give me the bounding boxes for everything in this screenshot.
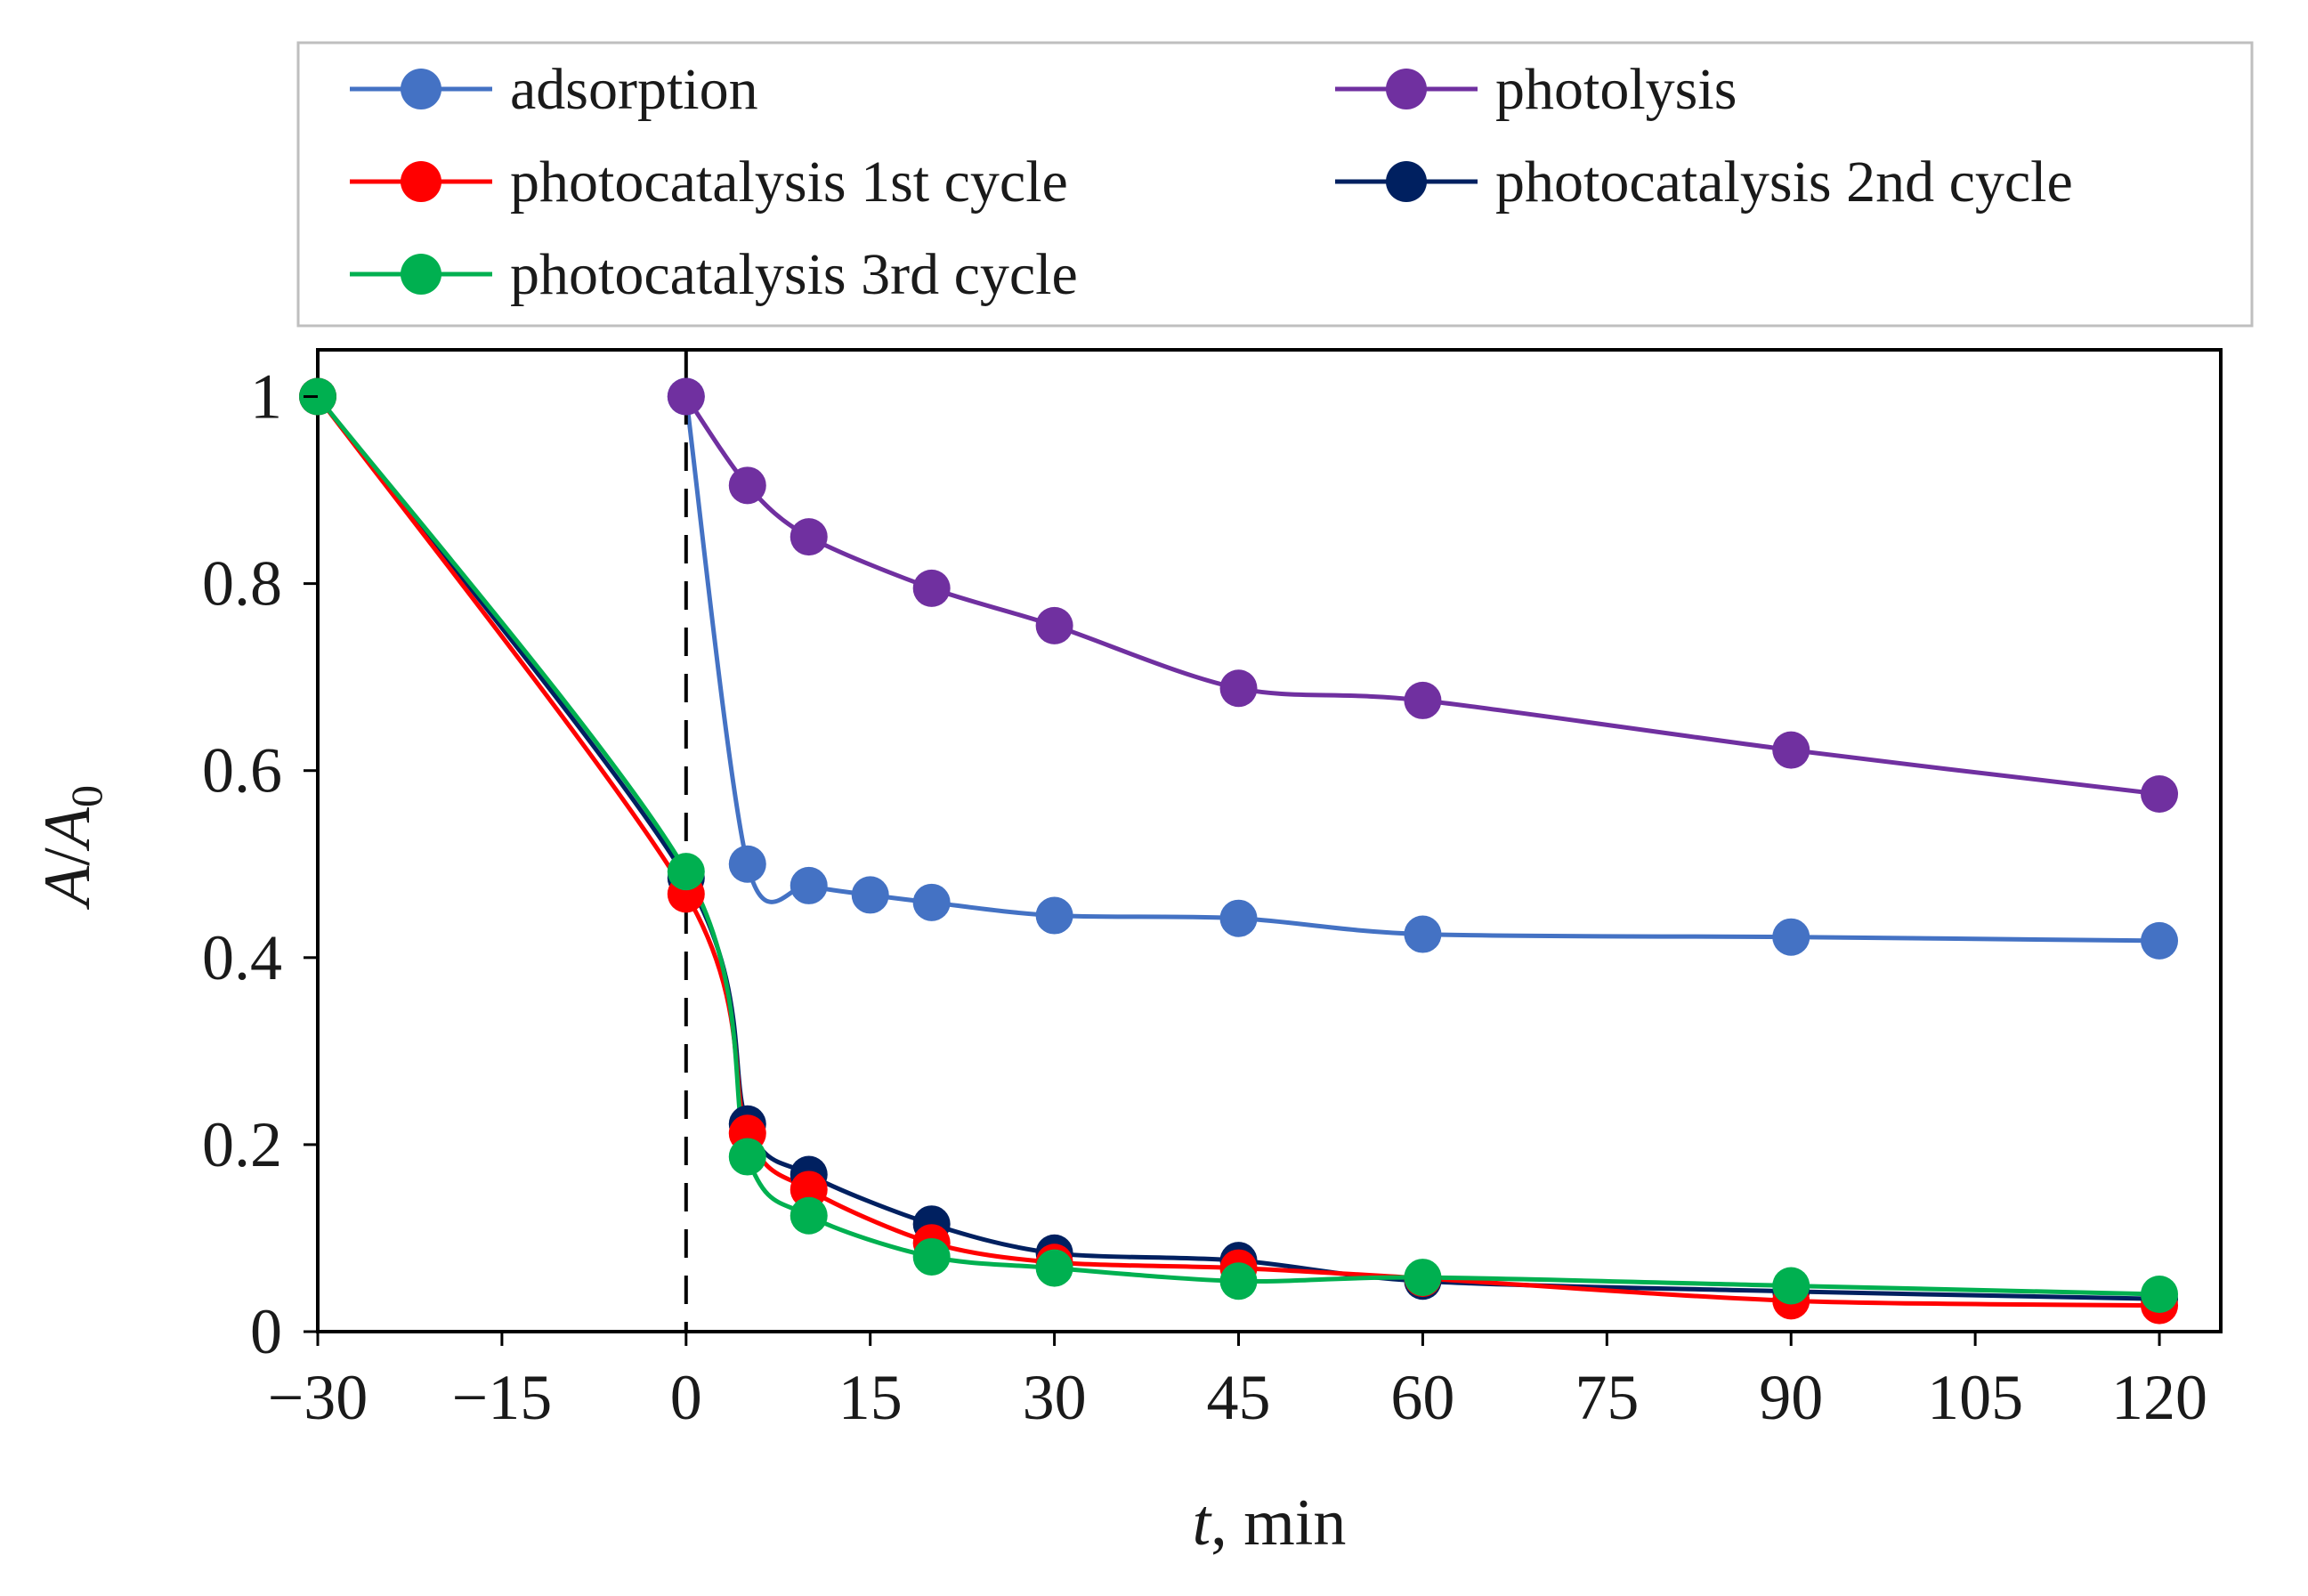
plot-frame xyxy=(316,348,2223,1333)
data-point-adsorption xyxy=(1772,918,1810,956)
data-point-photocatalysis-1st-cycle xyxy=(790,1171,828,1209)
legend-marker-adsorption xyxy=(401,69,441,109)
data-point-adsorption xyxy=(1219,899,1258,937)
data-point-photocatalysis-3rd-cycle xyxy=(1219,1262,1258,1300)
x-axis-title: t, min xyxy=(1193,1487,1347,1560)
legend-label-photocatalysis-1st-cycle: photocatalysis 1st cycle xyxy=(510,150,1068,215)
data-point-adsorption xyxy=(851,876,889,914)
legend-box xyxy=(296,41,2254,328)
data-point-photocatalysis-3rd-cycle xyxy=(790,1196,828,1235)
data-point-adsorption xyxy=(2141,921,2179,960)
data-point-photocatalysis-3rd-cycle xyxy=(667,853,705,891)
x-tick-label: 90 xyxy=(1759,1362,1823,1433)
data-point-adsorption xyxy=(728,845,766,883)
data-point-adsorption xyxy=(1035,896,1073,935)
legend: adsorption photolysis photocatalysis 1st c… xyxy=(296,41,2254,328)
data-point-photolysis xyxy=(1772,731,1810,769)
data-point-photolysis xyxy=(728,466,766,505)
data-point-photolysis xyxy=(2141,774,2179,813)
y-tick-label: 0.8 xyxy=(202,548,282,620)
data-point-adsorption xyxy=(790,866,828,904)
x-tick-label: −30 xyxy=(268,1362,368,1433)
legend-marker-photolysis xyxy=(1386,69,1427,109)
legend-marker-photocatalysis-1st-cycle xyxy=(401,161,441,202)
data-point-photolysis xyxy=(667,377,705,416)
legend-marker-photocatalysis-3rd-cycle xyxy=(401,254,441,295)
data-point-photolysis xyxy=(790,518,828,556)
x-tick-label: 0 xyxy=(670,1362,702,1433)
y-axis-title: A/A0 xyxy=(31,785,111,911)
y-tick-label: 0.6 xyxy=(202,735,282,806)
data-point-photocatalysis-3rd-cycle xyxy=(912,1237,951,1276)
y-tick-label: 0.4 xyxy=(202,922,282,993)
y-tick-label: 0.2 xyxy=(202,1109,282,1180)
legend-marker-photocatalysis-2nd-cycle xyxy=(1386,161,1427,202)
x-tick-label: 15 xyxy=(838,1362,903,1433)
legend-label-photocatalysis-3rd-cycle: photocatalysis 3rd cycle xyxy=(510,242,1078,307)
data-point-photocatalysis-3rd-cycle xyxy=(728,1138,766,1176)
x-tick-label: 120 xyxy=(2111,1362,2207,1433)
data-point-photolysis xyxy=(1035,606,1073,644)
x-tick-label: 45 xyxy=(1207,1362,1271,1433)
data-point-photocatalysis-3rd-cycle xyxy=(1772,1267,1810,1305)
data-point-photocatalysis-3rd-cycle xyxy=(1035,1249,1073,1287)
plot-area: −30 −15 0 15 30 45 60 75 90 105 120 0 0.2 0.4 0.6 0.8 1 xyxy=(202,348,2223,1433)
data-point-photocatalysis-3rd-cycle xyxy=(1404,1259,1442,1297)
x-tick-label: 75 xyxy=(1575,1362,1639,1433)
data-point-photocatalysis-3rd-cycle xyxy=(2141,1275,2179,1313)
legend-label-photolysis: photolysis xyxy=(1495,57,1737,122)
data-point-photolysis xyxy=(912,569,951,607)
data-point-photolysis xyxy=(1219,669,1258,708)
y-tick-label: 0 xyxy=(250,1296,282,1367)
x-tick-label: 60 xyxy=(1390,1362,1454,1433)
legend-label-adsorption: adsorption xyxy=(510,57,758,122)
x-tick-label: 105 xyxy=(1927,1362,2023,1433)
data-point-photolysis xyxy=(1404,681,1442,719)
y-tick-label: 1 xyxy=(250,361,282,433)
legend-label-photocatalysis-2nd-cycle: photocatalysis 2nd cycle xyxy=(1495,150,2073,215)
data-point-adsorption xyxy=(912,883,951,921)
data-point-adsorption xyxy=(1404,915,1442,953)
x-tick-label: −15 xyxy=(452,1362,553,1433)
x-tick-label: 30 xyxy=(1023,1362,1087,1433)
